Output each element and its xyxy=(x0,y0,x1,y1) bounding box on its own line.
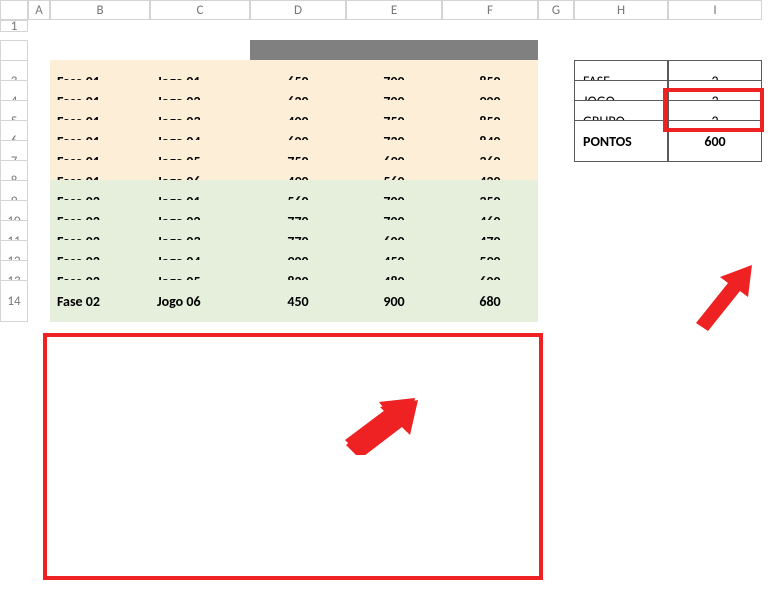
cell-I1[interactable] xyxy=(668,20,762,32)
col-header-H[interactable]: H xyxy=(574,0,668,20)
highlight-big-box xyxy=(43,333,543,580)
row-header-14[interactable]: 14 xyxy=(0,280,28,322)
row-header-1[interactable]: 1 xyxy=(0,20,28,32)
cell-g2-14[interactable]: 900 xyxy=(346,280,442,322)
col-header-A[interactable]: A xyxy=(28,0,50,20)
cell-A14[interactable] xyxy=(28,280,50,322)
arrow-to-600-cell xyxy=(340,395,420,455)
col-header-C[interactable]: C xyxy=(150,0,250,20)
cell-g1-14[interactable]: 450 xyxy=(250,280,346,322)
cell-jogo-14[interactable]: Jogo 06 xyxy=(150,280,250,322)
cell-I14[interactable] xyxy=(668,280,762,322)
cell-G14[interactable] xyxy=(538,280,574,322)
cell-G1[interactable] xyxy=(538,20,574,32)
cell-F1[interactable] xyxy=(442,20,538,32)
cell-E1[interactable] xyxy=(346,20,442,32)
cell-H1[interactable] xyxy=(574,20,668,32)
cell-B1[interactable] xyxy=(50,20,150,32)
cell-H14[interactable] xyxy=(574,280,668,322)
col-header-G[interactable]: G xyxy=(538,0,574,20)
cell-A1[interactable] xyxy=(28,20,50,32)
col-header-I[interactable]: I xyxy=(668,0,762,20)
cell-C1[interactable] xyxy=(150,20,250,32)
cell-D1[interactable] xyxy=(250,20,346,32)
spreadsheet-grid: A B C D E F G H I 1 2 Grupo 1 Grupo 2 Gr… xyxy=(0,0,779,300)
corner-cell xyxy=(0,0,28,20)
cell-fase-14[interactable]: Fase 02 xyxy=(50,280,150,322)
col-header-B[interactable]: B xyxy=(50,0,150,20)
cell-g3-14[interactable]: 680 xyxy=(442,280,538,322)
col-header-F[interactable]: F xyxy=(442,0,538,20)
col-header-E[interactable]: E xyxy=(346,0,442,20)
col-header-D[interactable]: D xyxy=(250,0,346,20)
